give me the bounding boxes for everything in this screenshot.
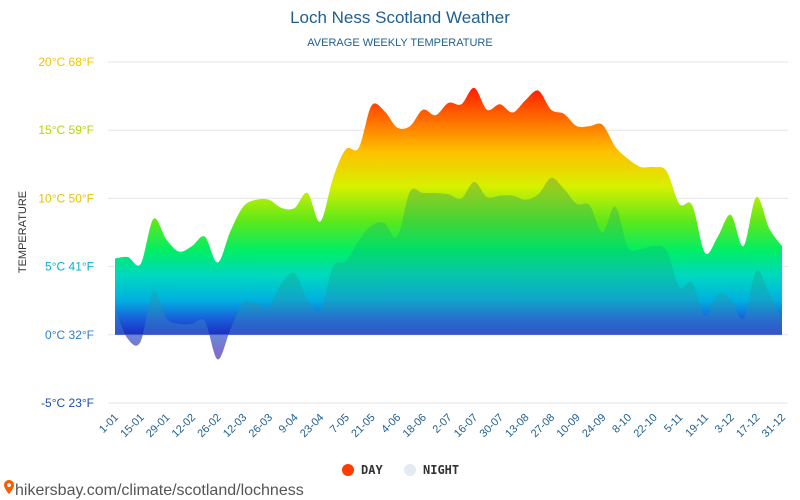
y-tick-label: 20°C 68°F — [38, 55, 94, 69]
x-tick-label: 13-08 — [503, 412, 531, 440]
x-tick-label: 10-09 — [555, 412, 583, 440]
legend-night-label: NIGHT — [423, 463, 459, 477]
x-tick-label: 16-07 — [452, 412, 480, 440]
night-area — [115, 177, 782, 360]
x-tick-label: 30-07 — [478, 412, 506, 440]
x-tick-label: 26-02 — [195, 412, 223, 440]
x-tick-label: 3-12 — [713, 412, 737, 436]
y-axis-ticks: 20°C 68°F 15°C 59°F 10°C 50°F 5°C 41°F 0°C 3… — [38, 55, 94, 410]
x-tick-label: 1-01 — [97, 412, 121, 436]
y-tick-label: 10°C 50°F — [38, 191, 94, 205]
x-tick-label: 12-02 — [170, 412, 198, 440]
x-tick-label: 22-10 — [631, 412, 659, 440]
y-axis-label: TEMPERATURE — [17, 191, 29, 273]
legend: DAY NIGHT — [342, 463, 459, 477]
x-tick-label: 8-10 — [610, 412, 634, 436]
y-tick-label: -5°C 23°F — [41, 396, 94, 410]
x-tick-label: 2-07 — [431, 412, 455, 436]
x-tick-label: 9-04 — [277, 412, 301, 436]
x-tick-label: 19-11 — [683, 412, 711, 440]
x-tick-label: 21-05 — [349, 412, 377, 440]
plot-area — [115, 87, 782, 360]
x-tick-label: 7-05 — [328, 412, 352, 436]
x-tick-label: 31-12 — [760, 412, 788, 440]
y-tick-label: 15°C 59°F — [38, 123, 94, 137]
x-tick-label: 24-09 — [580, 412, 608, 440]
y-tick-label: 0°C 32°F — [45, 328, 94, 342]
legend-day-marker — [342, 464, 354, 476]
x-tick-label: 27-08 — [529, 412, 557, 440]
legend-day-label: DAY — [361, 463, 383, 477]
chart-title: Loch Ness Scotland Weather — [290, 8, 510, 27]
x-tick-label: 26-03 — [247, 412, 275, 440]
legend-item-night[interactable]: NIGHT — [404, 463, 459, 477]
source-attribution[interactable]: hikersbay.com/climate/scotland/lochness — [4, 480, 304, 499]
legend-item-day[interactable]: DAY — [342, 463, 383, 477]
map-pin-icon — [4, 480, 14, 494]
x-tick-label: 17-12 — [734, 412, 762, 440]
x-tick-label: 23-04 — [298, 412, 326, 440]
x-tick-label: 15-01 — [118, 412, 146, 440]
x-tick-label: 29-01 — [144, 412, 172, 440]
legend-night-marker — [404, 464, 416, 476]
x-tick-label: 5-11 — [662, 412, 685, 435]
chart-subtitle: AVERAGE WEEKLY TEMPERATURE — [307, 37, 492, 49]
x-tick-label: 4-06 — [379, 412, 403, 436]
x-tick-label: 18-06 — [401, 412, 429, 440]
y-tick-label: 5°C 41°F — [45, 260, 94, 274]
x-tick-label: 12-03 — [221, 412, 249, 440]
source-url: hikersbay.com/climate/scotland/lochness — [15, 482, 304, 499]
